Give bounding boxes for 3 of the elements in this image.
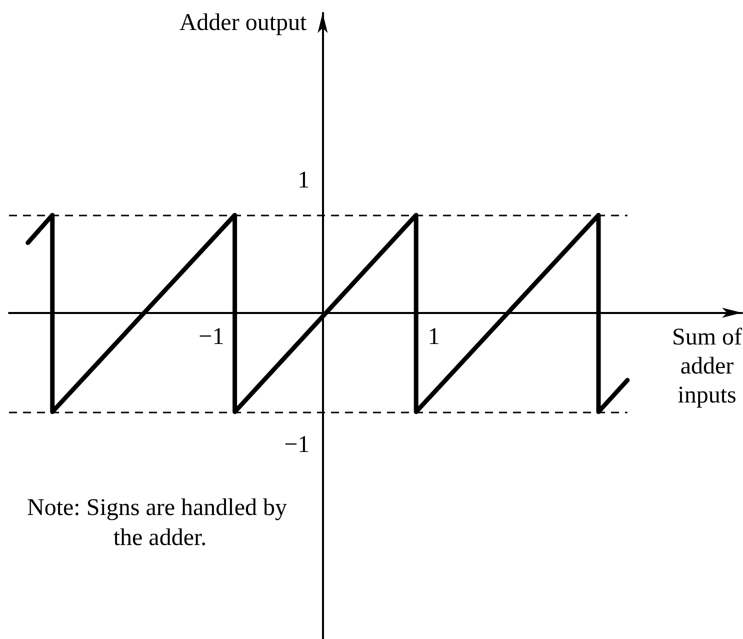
annotation: Note: Signs are handled by the adder. xyxy=(27,495,293,551)
y-axis-title: Adder output xyxy=(179,10,307,36)
x-axis-title: Sum of adder inputs xyxy=(672,324,742,408)
